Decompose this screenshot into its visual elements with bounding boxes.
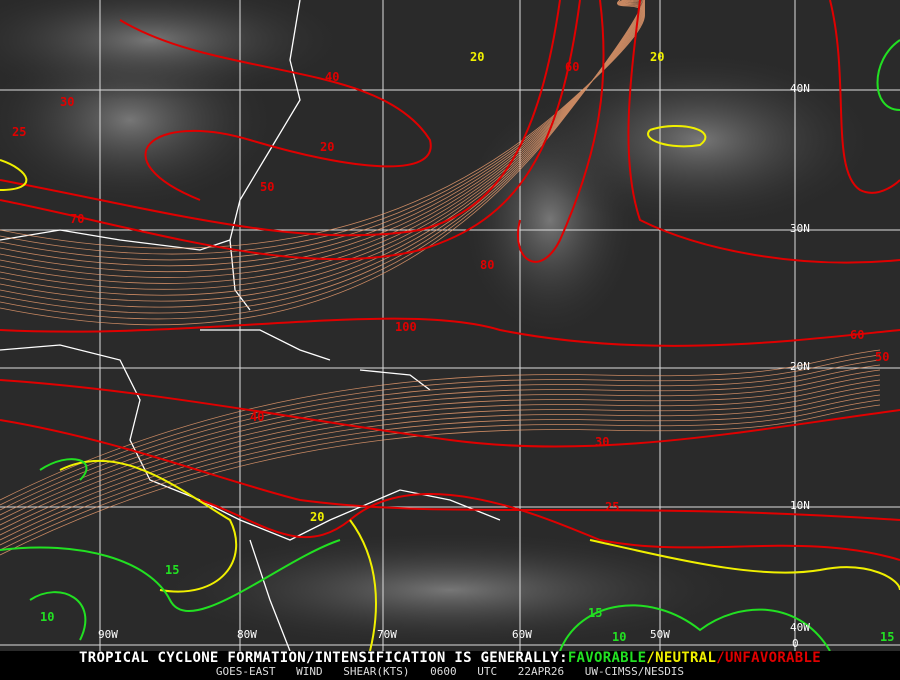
legend-footer: TROPICAL CYCLONE FORMATION/INTENSIFICATI… — [0, 651, 900, 680]
streamline — [0, 0, 645, 290]
contour-label: 40 — [325, 70, 340, 84]
streamlines — [0, 0, 881, 556]
shear-contours — [0, 0, 900, 652]
contour-label: 30 — [595, 435, 610, 449]
contour-label: 50 — [260, 180, 275, 194]
legend-favorable: FAVORABLE — [567, 650, 647, 666]
streamline — [0, 0, 645, 284]
legend-separator: / — [716, 650, 725, 666]
contour-label: 80 — [480, 258, 495, 272]
contour-label: 10 — [40, 610, 55, 624]
contour-label: 60 — [850, 328, 865, 342]
streamline — [0, 369, 881, 521]
lat-label-0: 0 — [792, 637, 799, 650]
contour-label: 20 — [470, 50, 485, 64]
lon-label-60w: 60W — [512, 628, 532, 641]
cloud-cover — [0, 0, 880, 650]
legend-neutral: NEUTRAL — [655, 650, 717, 666]
legend-unfavorable: UNFAVORABLE — [724, 650, 821, 666]
streamline — [0, 0, 645, 296]
contour-label: 10 — [612, 630, 627, 644]
streamline — [0, 0, 645, 302]
streamline — [0, 354, 881, 506]
product-source: UW-CIMSS/NESDIS — [584, 665, 685, 678]
streamline — [0, 404, 881, 556]
contour-label: 50 — [875, 350, 890, 364]
streamline — [0, 384, 881, 536]
lat-label-30n: 30N — [790, 222, 810, 235]
streamline — [0, 399, 881, 551]
streamline — [0, 394, 881, 546]
product-info: GOES-EAST WIND SHEAR(KTS) 0600 UTC 22APR… — [0, 666, 900, 678]
lon-label-50w: 50W — [650, 628, 670, 641]
streamline — [0, 0, 645, 249]
streamline — [0, 359, 881, 511]
graticule — [0, 0, 900, 651]
legend-prefix: TROPICAL CYCLONE FORMATION/INTENSIFICATI… — [79, 650, 568, 666]
contour-label: 25 — [12, 125, 27, 139]
contour-label: 60 — [565, 60, 580, 74]
legend-line: TROPICAL CYCLONE FORMATION/INTENSIFICATI… — [0, 651, 900, 666]
streamline — [0, 364, 881, 516]
streamline — [0, 0, 645, 261]
product-date: 22APR26 — [517, 665, 565, 678]
lon-label-90w: 90W — [98, 628, 118, 641]
contour-label: 30 — [60, 95, 75, 109]
streamline — [0, 0, 645, 279]
legend-separator: / — [646, 650, 656, 666]
lat-label-10n: 10N — [790, 499, 810, 512]
contour-label: 20 — [320, 140, 335, 154]
streamline — [0, 0, 645, 273]
lon-label-80w: 80W — [237, 628, 257, 641]
lat-label-40n: 40N — [790, 82, 810, 95]
contour-label: 15 — [165, 563, 180, 577]
streamline — [0, 0, 645, 314]
streamline — [0, 0, 645, 267]
lon-label-40w: 40W — [790, 621, 810, 634]
contour-label: 15 — [880, 630, 895, 644]
streamline — [0, 0, 645, 308]
streamline — [0, 0, 645, 320]
lat-label-20n: 20N — [790, 360, 810, 373]
contour-label: 70 — [70, 212, 85, 226]
streamline — [0, 379, 881, 531]
streamline — [0, 0, 645, 255]
product-name: GOES-EAST WIND SHEAR(KTS) — [215, 665, 410, 678]
contour-label: 20 — [650, 50, 665, 64]
streamline — [0, 349, 881, 501]
product-time: 0600 UTC — [430, 665, 498, 678]
streamline — [0, 389, 881, 541]
contour-label: 100 — [395, 320, 417, 334]
streamline — [0, 0, 645, 326]
contour-label: 25 — [605, 500, 620, 514]
contour-label: 15 — [588, 606, 603, 620]
lon-label-70w: 70W — [377, 628, 397, 641]
contour-label: 20 — [310, 510, 325, 524]
contour-label: 40 — [250, 410, 265, 424]
